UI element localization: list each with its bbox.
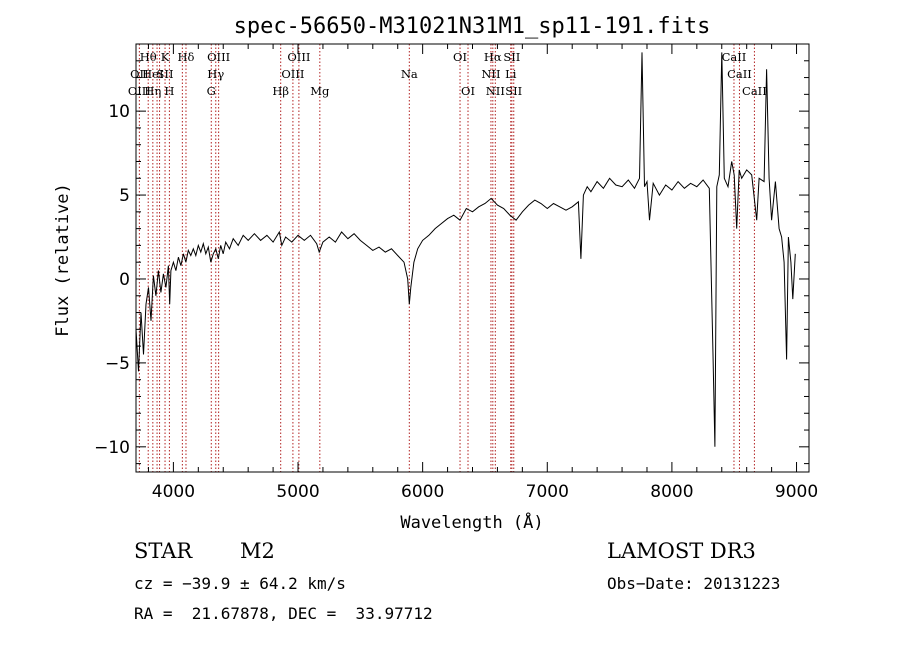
y-tick-label: 5 (119, 186, 130, 206)
spectral-line-label: CaII (742, 84, 767, 98)
spectral-line-label: OIII (281, 67, 304, 81)
spectral-line-label: OIII (128, 84, 151, 98)
survey-name: LAMOST DR3 (607, 539, 756, 563)
spectral-line-label: OII (130, 67, 149, 81)
x-tick-label: 7000 (526, 482, 569, 502)
coordinates: RA = 21.67878, DEC = 33.97712 (134, 604, 433, 623)
y-tick-label: 0 (119, 270, 130, 290)
spectral-line-label: Li (505, 67, 517, 81)
spectral-line-label: OI (453, 50, 467, 64)
spectral-line-label: SII (503, 50, 520, 64)
x-tick-label: 8000 (650, 482, 693, 502)
redshift-velocity: cz = −39.9 ± 64.2 km/s (134, 574, 346, 593)
spectral-line-label: NII (486, 84, 505, 98)
spectral-line-label: Hδ (177, 50, 194, 64)
spectral-line-label: NII (481, 67, 500, 81)
x-axis-label: Wavelength (Å) (400, 511, 543, 533)
spectral-lines (138, 44, 755, 472)
spectral-line-label: CaII (722, 50, 747, 64)
object-subclass: M2 (240, 539, 275, 563)
observation-date: Obs−Date: 20131223 (607, 574, 781, 593)
spectral-line-label: Hθ (140, 50, 157, 64)
object-class: STAR (134, 539, 193, 563)
spectral-line-label: Mg (310, 84, 330, 98)
spectral-line-label: OIII (207, 50, 230, 64)
spectrum-line (135, 52, 796, 447)
spectral-line-labels: OII OIII Hθ HeI Hη K SII H Hδ G Hγ OIII Hβ OIII OIII Mg… (128, 50, 767, 98)
spectral-line-label: G (207, 84, 216, 98)
spectral-line-label: OI (461, 84, 475, 98)
spectral-line-label: CaII (727, 67, 752, 81)
y-tick-label: −5 (105, 354, 130, 374)
chart-title: spec-56650-M31021N31M1_sp11-191.fits (234, 14, 711, 39)
y-axis-label: Flux (relative) (53, 183, 73, 337)
spectral-line-label: Hγ (207, 67, 224, 81)
y-tick-label: −10 (94, 438, 130, 458)
plot-frame (135, 43, 810, 473)
spectral-line-label: Na (401, 67, 418, 81)
spectral-line-label: Hα (484, 50, 502, 64)
x-tick-label: 4000 (152, 482, 195, 502)
x-tick-label: 6000 (401, 482, 444, 502)
spectral-line-label: K (161, 50, 170, 64)
x-tick-label: 5000 (276, 482, 319, 502)
x-axis-ticks: 4000 5000 6000 7000 8000 9000 (147, 44, 818, 502)
x-tick-label: 9000 (775, 482, 818, 502)
spectral-line-label: SII (505, 84, 522, 98)
y-tick-label: 10 (108, 102, 130, 122)
y-axis-ticks: −10 −5 0 5 10 (94, 60, 809, 465)
spectral-line-label: OIII (287, 50, 310, 64)
spectral-line-label: SII (157, 67, 174, 81)
spectral-line-label: HeI (142, 67, 163, 81)
spectral-line-label: Hη (144, 84, 161, 98)
spectral-line-label: Hβ (272, 84, 289, 98)
spectral-line-label: H (164, 84, 174, 98)
